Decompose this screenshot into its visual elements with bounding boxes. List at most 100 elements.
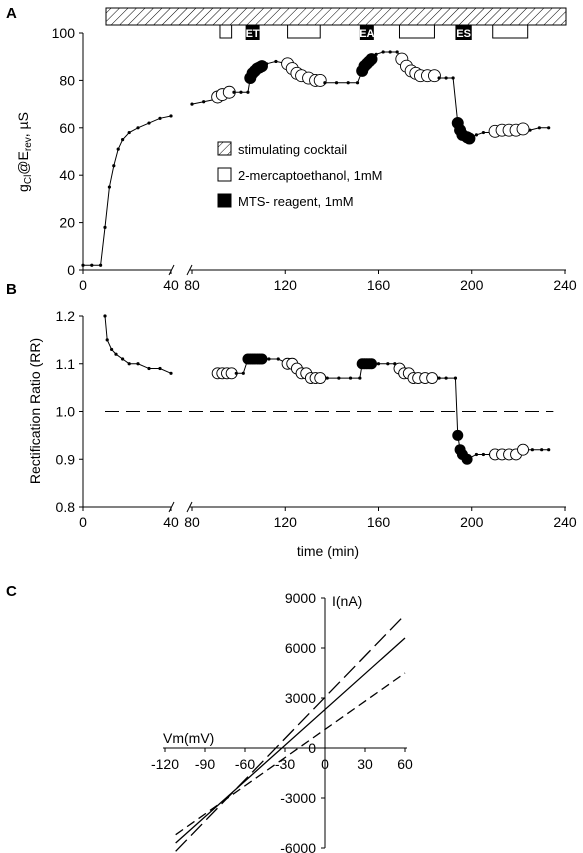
panel-letter-b: B: [6, 281, 17, 298]
iv-line-solid: [175, 637, 406, 844]
x-tick-label: 240: [553, 514, 577, 530]
data-point-small: [190, 102, 194, 106]
x-tick-label: 0: [79, 514, 87, 530]
data-point-open: [313, 73, 327, 87]
data-point-small: [451, 76, 455, 80]
x-tick-label: 160: [367, 277, 391, 293]
treatment-label-et: ET: [246, 28, 260, 40]
data-point-small: [376, 362, 381, 366]
y-tick-label: 1.0: [56, 404, 76, 420]
y-tick-label: 100: [52, 25, 76, 41]
data-point-small: [386, 362, 390, 366]
data-point-small: [127, 362, 131, 366]
data-point-filled: [365, 53, 378, 66]
treatment-box-open: [398, 24, 435, 39]
data-point-small: [381, 50, 385, 54]
legend-item-mts-reagent: MTS- reagent, 1mM: [238, 194, 354, 209]
legend-marker-filled: [217, 193, 232, 208]
treatment-box-open: [492, 24, 529, 39]
data-point-filled: [256, 353, 268, 365]
series-line: [83, 115, 172, 266]
y-tick-label: 3000: [285, 690, 316, 706]
data-point-small: [437, 376, 441, 380]
data-point-small: [348, 376, 353, 380]
x-tick-label: -120: [151, 756, 179, 772]
data-point-open: [426, 372, 439, 385]
data-point-open: [314, 372, 327, 385]
x-tick-label: 40: [163, 277, 179, 293]
data-point-small: [99, 263, 103, 267]
treatment-box-open: [219, 24, 233, 39]
data-point-small: [121, 357, 125, 361]
stimulating-cocktail-bar: [105, 7, 567, 26]
data-point-small: [346, 81, 350, 85]
y-tick-label: 40: [59, 167, 75, 183]
x-tick-label: 30: [357, 756, 373, 772]
data-point-small: [169, 114, 173, 118]
data-point-small: [234, 371, 238, 375]
data-point-small: [374, 52, 378, 56]
data-point-small: [453, 376, 458, 380]
iv-line-long-dash: [175, 614, 406, 852]
treatment-box-et: [245, 25, 260, 40]
treatment-box-es: [455, 25, 472, 40]
legend-item-stimulating-cocktail: stimulating cocktail: [238, 142, 347, 157]
data-point-small: [147, 366, 151, 371]
legend: stimulating cocktail 2-mercaptoethanol, …: [217, 141, 383, 209]
data-point-small: [114, 352, 118, 356]
x-tick-label: -60: [235, 756, 255, 772]
panel-a-series: [81, 50, 551, 267]
x-tick-label: 160: [367, 514, 391, 530]
data-point-small: [474, 133, 479, 137]
panel-c-x-axis-label: Vm(mV): [163, 730, 214, 746]
data-point-small: [121, 138, 125, 142]
panel-a-y-axis-label: gCl@Erev, µS: [15, 112, 34, 192]
data-point-small: [232, 90, 236, 94]
data-point-small: [530, 448, 534, 452]
y-tick-label: 0: [308, 740, 316, 756]
data-point-small: [481, 452, 486, 457]
y-tick-label: 0.8: [56, 499, 76, 515]
data-point-small: [355, 81, 360, 85]
data-point-small: [136, 126, 140, 130]
x-tick-label: 0: [321, 756, 329, 772]
data-point-small: [103, 225, 107, 229]
y-tick-label: 0: [67, 262, 75, 278]
panel-b-axes: 0.8 0.9 1.0 1.1 1.2 0 40 80 120 160 200 240: [56, 308, 577, 530]
panel-a-axes: 0 20 40 60 80 100 0 40 80 120 160 200 240: [52, 25, 577, 293]
treatment-label-ea: EA: [359, 28, 374, 40]
y-tick-label: -3000: [280, 790, 316, 806]
y-tick-label: 6000: [285, 640, 316, 656]
y-tick-label: 9000: [285, 590, 316, 606]
data-point-small: [276, 357, 280, 361]
data-point-small: [540, 448, 544, 452]
legend-item-mercaptoethanol: 2-mercaptoethanol, 1mM: [238, 168, 383, 183]
panel-b-series: [103, 314, 551, 465]
data-point-small: [107, 185, 111, 189]
y-tick-label: 0.9: [56, 451, 76, 467]
data-point-small: [127, 130, 131, 135]
data-point-small: [136, 362, 140, 366]
panel-b-y-axis-label: Rectification Ratio (RR): [27, 338, 43, 484]
axis-break-mark: [186, 264, 193, 276]
x-tick-label: 60: [397, 756, 413, 772]
data-point-small: [105, 338, 109, 342]
data-point-small: [395, 50, 399, 54]
data-point-small: [337, 376, 341, 380]
y-tick-label: 20: [59, 215, 75, 231]
data-point-small: [158, 116, 162, 120]
data-point-small: [110, 347, 114, 352]
data-point-small: [90, 263, 94, 267]
data-point-filled: [366, 358, 378, 370]
data-point-small: [241, 371, 245, 375]
panel-b-chart: 0.8 0.9 1.0 1.1 1.2 0 40 80 120 160 200 240 Rectifi…: [27, 308, 577, 559]
x-tick-label: 80: [184, 514, 200, 530]
data-point-small: [323, 81, 327, 85]
panel-letter-a: A: [6, 5, 17, 22]
data-point-small: [444, 76, 448, 80]
data-point-small: [528, 128, 532, 132]
data-point-small: [265, 62, 269, 66]
x-tick-label: -30: [275, 756, 295, 772]
treatment-label-es: ES: [456, 28, 471, 40]
data-point-small: [239, 90, 243, 94]
